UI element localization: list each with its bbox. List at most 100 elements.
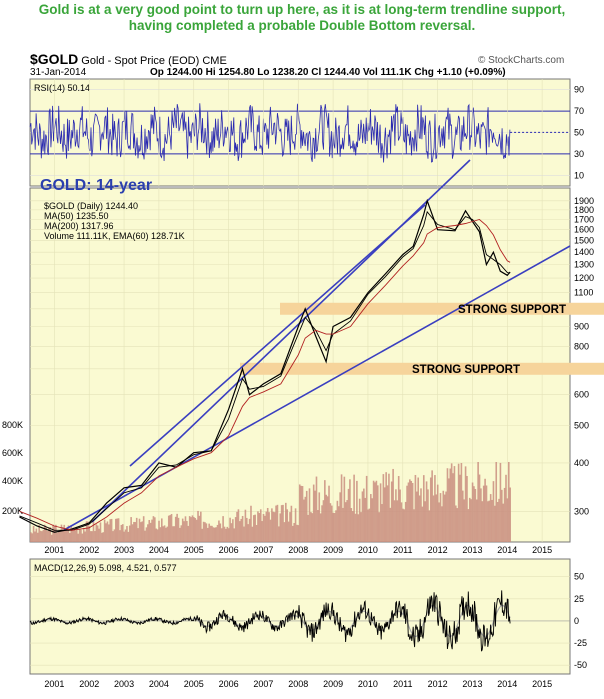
volume-bar — [250, 505, 252, 542]
price-series-ma200 — [19, 219, 511, 531]
chart-date: 31-Jan-2014 — [30, 67, 87, 78]
volume-bar — [333, 512, 336, 542]
volume-bar — [134, 522, 137, 542]
volume-bar — [382, 474, 385, 542]
volume-bar — [257, 511, 259, 542]
volume-bar — [213, 527, 216, 542]
price-tick-label: 1500 — [574, 236, 594, 246]
volume-bar — [102, 532, 105, 542]
x-tick-label: 2009 — [323, 545, 343, 555]
price-tick-label: 600 — [574, 390, 589, 400]
volume-bar — [110, 518, 113, 542]
rsi-line — [29, 103, 511, 163]
volume-bar — [117, 518, 120, 542]
volume-bar — [264, 515, 266, 542]
volume-bar — [409, 479, 411, 542]
x-tick-label: 2010 — [358, 545, 378, 555]
x-tick-label: 2013 — [462, 545, 482, 555]
x-tick-label: 2007 — [253, 679, 273, 689]
volume-bar — [101, 532, 103, 542]
x-axis-macd: 2001 2002 2003 2004 2005 2006 2007 2008 2009 2010… — [44, 679, 552, 689]
x-tick-label: 2014 — [497, 545, 517, 555]
price-tick-label: 1400 — [574, 247, 594, 257]
volume-bar — [503, 487, 506, 542]
volume-bar — [35, 528, 38, 542]
volume-bar — [452, 473, 454, 542]
price-tick-label: 800 — [574, 341, 589, 351]
volume-bar — [307, 514, 309, 542]
volume-bar — [237, 509, 240, 542]
volume-bar — [459, 474, 461, 542]
price-tick-label: 500 — [574, 420, 589, 430]
volume-bar — [130, 517, 132, 542]
volume-bar — [43, 524, 46, 542]
volume-bar — [155, 528, 158, 542]
volume-bar — [304, 496, 307, 542]
volume-bar — [324, 480, 326, 542]
x-tick-label: 2004 — [149, 679, 169, 689]
volume-bar — [364, 497, 367, 542]
volume-bar — [335, 510, 337, 542]
volume-bar — [285, 502, 287, 542]
volume-bar — [204, 522, 206, 542]
volume-bar — [361, 491, 364, 542]
support-band — [240, 362, 604, 375]
volume-bar — [466, 475, 468, 542]
volume-bar — [293, 522, 295, 542]
volume-bar — [50, 534, 53, 542]
volume-bar — [92, 521, 95, 542]
volume-bar — [46, 531, 49, 542]
volume-bar — [365, 475, 368, 542]
volume-bar — [464, 466, 467, 542]
volume-bar — [449, 468, 452, 542]
volume-bar — [62, 527, 64, 542]
volume-bar — [71, 527, 74, 542]
volume-bar — [282, 504, 284, 542]
volume-bar — [209, 525, 212, 542]
volume-bar — [432, 495, 435, 542]
volume-bar — [318, 492, 321, 542]
volume-bar — [69, 533, 71, 542]
volume-bar — [388, 473, 390, 542]
volume-bar — [186, 520, 188, 542]
macd-line — [29, 590, 511, 652]
volume-bar — [255, 524, 258, 542]
volume-bar — [443, 494, 446, 542]
volume-bar — [346, 500, 348, 542]
volume-bar — [411, 482, 414, 542]
volume-bar — [347, 488, 350, 542]
volume-bar — [206, 527, 209, 542]
volume-bar — [191, 515, 194, 542]
volume-bar — [222, 516, 224, 542]
volume-bar — [372, 480, 375, 542]
x-tick-label: 2012 — [428, 679, 448, 689]
volume-bar — [329, 503, 332, 542]
volume-bar — [41, 531, 43, 542]
volume-bar — [283, 522, 286, 542]
volume-bar — [374, 482, 376, 542]
volume-bar — [290, 505, 293, 542]
volume-bar — [424, 501, 426, 542]
volume-bar — [45, 527, 47, 542]
volume-bar — [429, 477, 432, 542]
legend-ma50: MA(50) 1235.50 — [44, 211, 109, 221]
volume-bar — [179, 527, 181, 542]
volume-bar — [87, 521, 89, 542]
support-label: STRONG SUPPORT — [412, 364, 520, 376]
volume-bar — [177, 517, 180, 542]
volume-bar — [246, 517, 248, 542]
volume-bar — [135, 517, 138, 542]
chart-header-symbol: $GOLD Gold - Spot Price (EOD) CME — [30, 51, 227, 67]
volume-bar — [81, 533, 84, 542]
legend-volume: Volume 111.11K, EMA(60) 128.71K — [44, 231, 185, 241]
volume-bar — [410, 480, 413, 542]
volume-bar — [34, 531, 36, 542]
volume-bar — [363, 488, 365, 542]
volume-bar — [460, 463, 463, 542]
volume-bar — [379, 483, 382, 542]
volume-bar — [396, 500, 399, 542]
volume-bar — [300, 485, 302, 542]
volume-bar — [64, 530, 67, 542]
price-tick-label: 1300 — [574, 260, 594, 270]
x-tick-label: 2005 — [184, 545, 204, 555]
